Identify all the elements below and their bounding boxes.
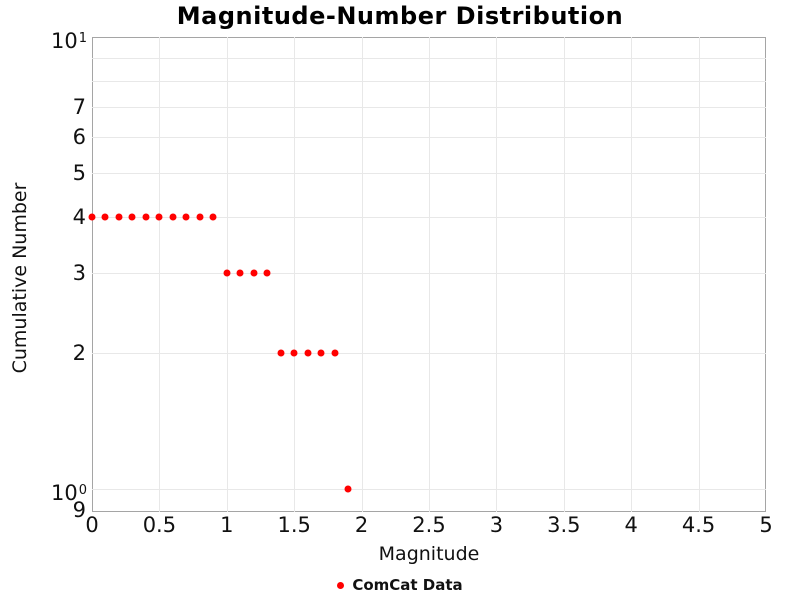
x-tick-label: 0.5 [142,513,177,537]
data-point [88,213,96,221]
legend: ComCat Data [0,576,800,594]
v-gridline [429,37,430,512]
x-tick-label: 4.5 [681,513,716,537]
h-gridline [92,216,766,218]
x-tick-label: 3 [489,513,504,537]
data-point [128,213,136,221]
x-tick-label: 1 [220,513,234,537]
x-tick-label: 3.5 [547,513,581,537]
data-point [142,213,150,221]
x-tick-label: 2 [354,513,369,537]
v-gridline [563,37,565,512]
data-point [344,485,352,493]
y-tick-label: 7 [72,95,86,120]
v-gridline [159,37,161,512]
h-gridline [92,107,766,109]
data-point [169,213,177,221]
y-tick-label: 100 [50,481,87,506]
y-tick-label: 9 [72,497,86,522]
x-tick-label: 0 [85,513,99,537]
h-gridline [92,489,766,491]
y-tick-label: 101 [50,29,87,53]
data-point [317,349,325,357]
data-point [209,213,217,221]
data-point [250,269,258,277]
y-tick-label: 3 [72,261,86,286]
data-point [196,213,204,221]
y-tick-label: 6 [72,125,86,150]
legend-item-comcat-data[interactable]: ComCat Data [337,576,463,594]
data-point [236,269,244,277]
x-tick-label: 4 [624,513,638,537]
x-tick-label: 2.5 [412,513,446,537]
x-axis-title: Magnitude [378,543,480,565]
data-point [182,213,190,221]
h-gridline [92,353,766,355]
x-tick-label: 1.5 [277,513,311,537]
legend-item-label: ComCat Data [352,576,463,594]
data-point [223,269,231,277]
x-tick-label: 5 [759,513,773,537]
v-gridline [698,37,700,512]
h-gridline [92,273,766,275]
h-gridline [92,80,766,82]
data-point [277,349,285,357]
y-tick-label: 5 [72,161,86,186]
v-gridline [361,37,363,512]
chart-title: Magnitude-Number Distribution [176,2,624,30]
h-gridline [92,173,766,175]
y-tick-label: 4 [72,204,86,229]
data-point [304,349,312,357]
v-gridline [496,37,498,512]
y-tick-label: 2 [72,341,86,366]
h-gridline [92,57,766,59]
data-point [101,213,109,221]
data-point [155,213,163,221]
legend-marker-dot-icon [337,581,345,589]
data-point [263,269,271,277]
data-point [290,349,298,357]
v-gridline [294,37,296,512]
v-gridline [631,37,633,512]
data-point [331,349,339,357]
data-point [115,213,123,221]
h-gridline [92,137,766,139]
